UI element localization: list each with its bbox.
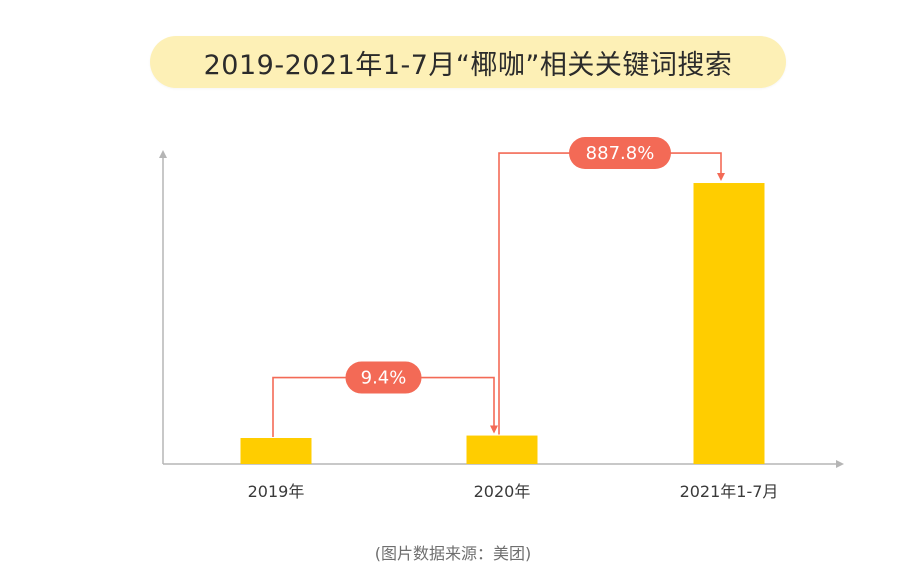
growth-arrow (498, 152, 725, 435)
growth-label-bg (569, 137, 671, 170)
growth-label: 9.4% (361, 368, 407, 389)
source-note: (图片数据来源：美团) (374, 544, 532, 563)
bar-0 (240, 438, 312, 464)
bar-2 (693, 183, 765, 464)
chart-title: 2019-2021年1-7月“椰咖”相关关键词搜索 (150, 36, 786, 88)
growth-label-bg (345, 361, 422, 394)
x-tick-label: 2019年 (248, 482, 305, 501)
growth-label: 887.8% (586, 143, 655, 164)
bar-1 (466, 435, 538, 464)
x-tick-label: 2020年 (474, 482, 531, 501)
x-tick-label: 2021年1-7月 (680, 482, 779, 501)
